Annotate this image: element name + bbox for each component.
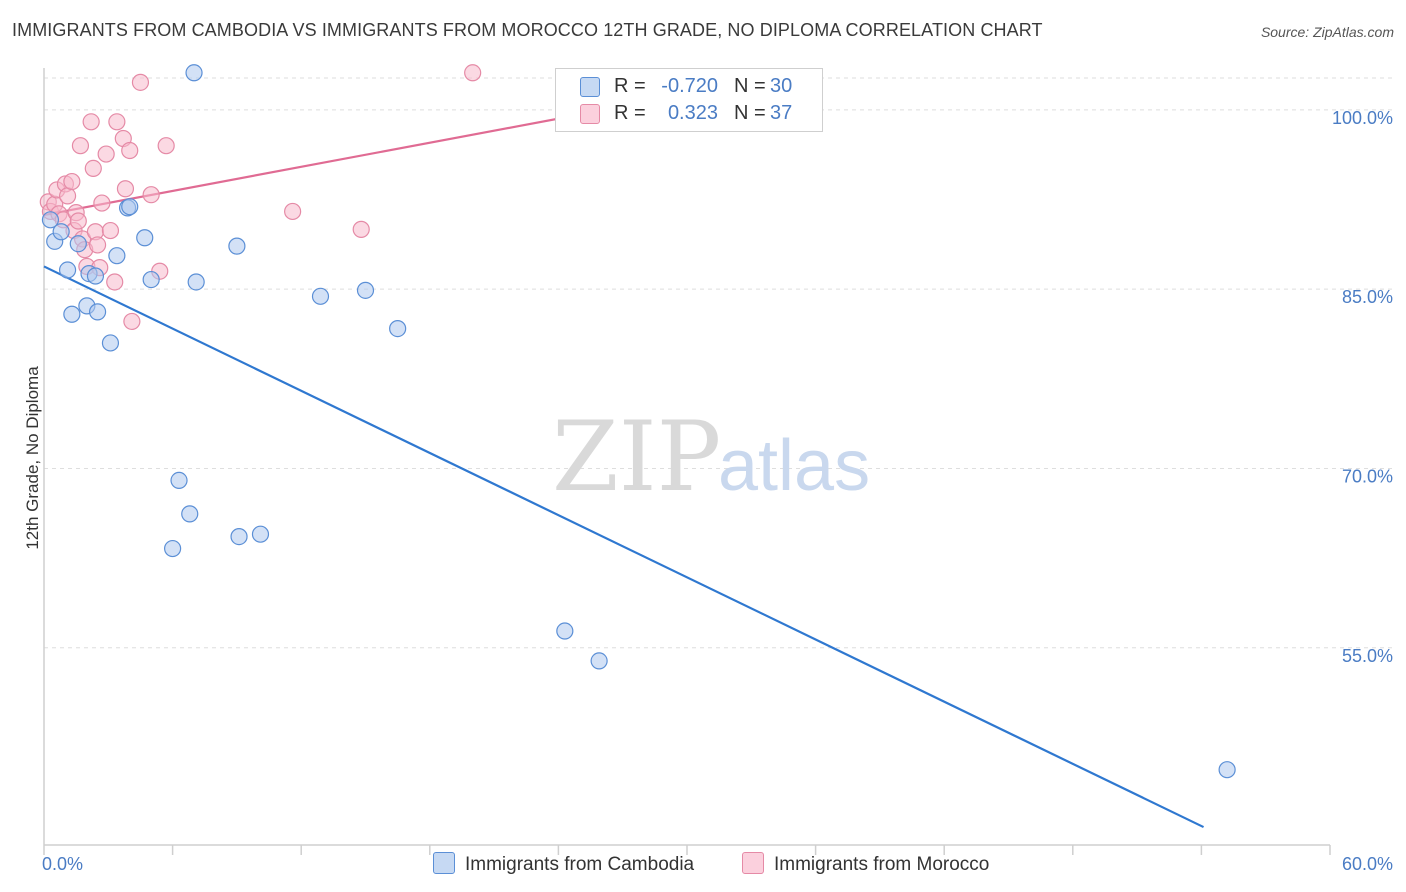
- morocco-point: [284, 202, 302, 221]
- morocco-point: [82, 113, 100, 131]
- legend-r-value: 0.323: [667, 102, 718, 124]
- morocco-point: [121, 141, 139, 160]
- cambodia-point: [187, 273, 205, 291]
- cambodia-point: [356, 281, 375, 299]
- gridlines: [43, 77, 1392, 855]
- source-label: Source: ZipAtlas.com: [1260, 24, 1394, 40]
- morocco-point: [71, 137, 90, 155]
- y-tick-label: 85.0%: [1342, 287, 1393, 307]
- stats-legend: R = -0.720 N = 30 R = 0.323 N = 37: [555, 68, 823, 132]
- morocco-point: [63, 172, 81, 191]
- legend-n-label: N =: [734, 102, 766, 124]
- legend-n-value: 30: [770, 75, 793, 97]
- morocco-point: [93, 194, 111, 212]
- morocco-point: [352, 220, 370, 238]
- morocco-trend-line: [43, 113, 581, 217]
- cambodia-point: [108, 247, 126, 265]
- cambodia-point: [170, 471, 188, 490]
- cambodia-legend-label: Immigrants from Cambodia: [465, 854, 695, 875]
- x-tick-label: 0.0%: [42, 854, 83, 874]
- morocco-point: [69, 212, 87, 230]
- watermark-atlas: atlas: [718, 426, 870, 506]
- chart-title: IMMIGRANTS FROM CAMBODIA VS IMMIGRANTS F…: [12, 20, 1043, 40]
- cambodia-point: [69, 235, 87, 253]
- cambodia-point: [136, 229, 154, 247]
- legend-r-value: -0.720: [661, 75, 718, 97]
- cambodia-point: [1218, 761, 1236, 779]
- morocco-point: [97, 145, 115, 163]
- cambodia-point: [251, 525, 270, 543]
- morocco-point: [58, 187, 77, 205]
- morocco-point: [106, 273, 124, 291]
- legend-row-morocco: R = 0.323 N = 37: [556, 100, 822, 126]
- cambodia-point: [41, 211, 60, 229]
- morocco-point: [123, 312, 141, 331]
- cambodia-point: [52, 223, 70, 241]
- legend-item-cambodia: Immigrants from Cambodia: [433, 852, 694, 876]
- morocco-legend-label: Immigrants from Morocco: [774, 854, 990, 875]
- morocco-point: [116, 180, 135, 198]
- data-points: [39, 64, 1236, 779]
- cambodia-point: [185, 64, 203, 82]
- cambodia-point: [88, 303, 107, 321]
- morocco-legend-swatch: [742, 852, 764, 874]
- morocco-point: [157, 137, 175, 155]
- morocco-swatch: [580, 104, 600, 124]
- cambodia-swatch: [580, 77, 600, 97]
- morocco-point: [108, 113, 126, 131]
- cambodia-point: [311, 287, 330, 305]
- x-tick-labels: 0.0% 60.0%: [42, 854, 1393, 874]
- morocco-point: [84, 159, 102, 178]
- cambodia-legend-swatch: [433, 852, 455, 874]
- legend-r-label: R =: [614, 102, 646, 124]
- cambodia-point: [389, 319, 407, 338]
- morocco-point: [131, 73, 150, 91]
- cambodia-point: [228, 237, 246, 255]
- morocco-point: [101, 221, 120, 240]
- y-tick-label: 70.0%: [1342, 466, 1393, 486]
- y-tick-labels: 55.0% 70.0% 85.0% 100.0%: [1332, 108, 1393, 666]
- watermark-zip: ZIP: [552, 401, 721, 513]
- y-tick-label: 55.0%: [1342, 646, 1393, 666]
- trend-lines: [43, 113, 1205, 829]
- watermark: ZIP atlas: [552, 401, 870, 513]
- legend-r-label: R =: [614, 75, 646, 97]
- cambodia-point: [181, 505, 199, 523]
- legend-row-cambodia: R = -0.720 N = 30: [556, 73, 822, 99]
- cambodia-point: [63, 305, 81, 323]
- legend-n-label: N =: [734, 75, 766, 97]
- cambodia-point: [101, 334, 120, 352]
- cambodia-point: [230, 527, 248, 546]
- y-axis-label: 12th Grade, No Diploma: [23, 366, 42, 550]
- cambodia-trend-line: [43, 265, 1205, 829]
- legend-n-value: 37: [770, 102, 793, 124]
- cambodia-point: [142, 270, 160, 289]
- cambodia-point: [58, 261, 77, 279]
- morocco-point: [464, 64, 482, 82]
- legend-item-morocco: Immigrants from Morocco: [742, 852, 989, 876]
- cambodia-point: [590, 652, 608, 670]
- cambodia-point: [121, 198, 139, 216]
- x-tick-label: 60.0%: [1342, 854, 1393, 874]
- morocco-point: [88, 236, 107, 254]
- cambodia-point: [164, 539, 182, 558]
- y-tick-label: 100.0%: [1332, 108, 1393, 128]
- cambodia-point: [86, 267, 105, 285]
- cambodia-point: [556, 622, 574, 640]
- morocco-point: [142, 186, 160, 204]
